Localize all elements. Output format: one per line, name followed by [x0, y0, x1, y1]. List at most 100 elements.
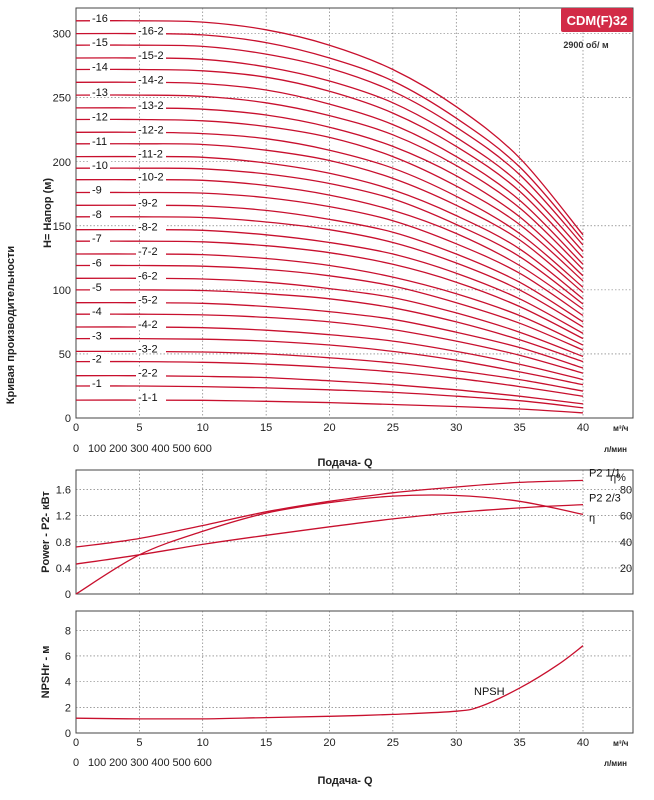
x-tick-lmin: 400 — [151, 443, 169, 455]
curve-label-bg — [136, 270, 166, 281]
curve-label: -9-2 — [138, 197, 158, 209]
head-curve — [75, 118, 584, 282]
npsh-curve-label: NPSH — [474, 686, 505, 698]
x-tick-lmin: 500 — [172, 443, 190, 455]
x-tick-lmin: 200 — [109, 757, 127, 769]
head-curve — [75, 337, 584, 386]
x-tick-lmin: 600 — [194, 443, 212, 455]
curve-label-bg — [136, 148, 166, 159]
head-curve — [75, 313, 584, 374]
curve-label: -13-2 — [138, 100, 164, 112]
curve-label-bg — [90, 12, 110, 23]
head-curve — [75, 360, 584, 397]
x-tick-lmin: 500 — [172, 757, 190, 769]
flow-label-top: Подача- Q — [317, 457, 373, 469]
y-tick-head: 250 — [53, 93, 71, 105]
x-tick-m3h: 0 — [73, 737, 79, 749]
x-tick-m3h: 10 — [197, 422, 209, 434]
y-tick-head: 100 — [53, 285, 71, 297]
head-curve — [75, 143, 584, 293]
y-tick-head: 150 — [53, 221, 71, 233]
curve-label-bg — [90, 184, 110, 195]
head-panel-frame — [75, 7, 634, 419]
y-tick-npsh: 8 — [65, 625, 71, 637]
x-tick-m3h: 35 — [514, 422, 526, 434]
x-tick-lmin: 0 — [73, 443, 79, 455]
curve-label: -1 — [92, 378, 102, 390]
curve-label-bg — [136, 367, 166, 378]
unit-lmin-bottom: л/мин — [604, 759, 627, 768]
y-tick-power: 1.2 — [56, 511, 71, 523]
y-tick-head: 0 — [65, 413, 71, 425]
npsh-curve — [75, 645, 584, 720]
unit-m3h-bottom: м³/ч — [613, 739, 629, 748]
curve-label-bg — [90, 61, 110, 72]
eta-axis-label: η% — [610, 472, 626, 484]
curve-label: -5-2 — [138, 295, 158, 307]
curve-label-bg — [90, 281, 110, 292]
head-curve — [75, 191, 584, 317]
head-curve — [75, 20, 584, 236]
head-curve — [75, 68, 584, 259]
curve-label: -11 — [92, 136, 107, 148]
curve-label-bg — [90, 257, 110, 268]
curve-label: -12 — [92, 111, 108, 123]
y-tick-eta: 20 — [620, 563, 632, 575]
x-tick-m3h: 20 — [323, 737, 335, 749]
unit-lmin-top: л/мин — [604, 445, 627, 454]
curve-label-bg — [90, 233, 110, 244]
curve-label-bg — [90, 135, 110, 146]
flow-label-bottom: Подача- Q — [317, 775, 373, 787]
unit-m3h-top: м³/ч — [613, 424, 629, 433]
curve-label: -4-2 — [138, 319, 158, 331]
curve-label-bg — [90, 87, 110, 98]
power-curve-label: P2 2/3 — [589, 493, 621, 505]
x-tick-m3h: 10 — [197, 737, 209, 749]
head-curve — [75, 240, 584, 340]
x-tick-lmin: 600 — [194, 757, 212, 769]
x-tick-lmin: 300 — [130, 757, 148, 769]
curve-label-bg — [136, 74, 166, 85]
npsh-panel-frame — [75, 610, 634, 734]
curve-label: -10-2 — [138, 172, 164, 184]
y-tick-eta: 80 — [620, 485, 632, 497]
curve-label-bg — [136, 99, 166, 110]
head-curve — [75, 44, 584, 246]
y-tick-power: 0 — [65, 589, 71, 601]
y-tick-eta: 40 — [620, 537, 632, 549]
curve-label-bg — [136, 171, 166, 182]
curve-label-bg — [136, 343, 166, 354]
power-curve-label: P2 1/1 — [589, 467, 621, 479]
curve-label: -5 — [92, 282, 102, 294]
x-tick-m3h: 15 — [260, 422, 272, 434]
curve-label-bg — [136, 197, 166, 208]
x-tick-m3h: 20 — [323, 422, 335, 434]
y-tick-npsh: 0 — [65, 728, 71, 740]
power-curve-label: η — [589, 512, 595, 524]
npsh-axis-label: NPSHr - м — [40, 646, 52, 699]
curve-label: -6 — [92, 258, 102, 270]
curve-label-bg — [136, 221, 166, 232]
curve-label: -16-2 — [138, 26, 164, 38]
curve-label-bg — [90, 353, 110, 364]
y-tick-npsh: 6 — [65, 651, 71, 663]
curve-label: -8 — [92, 209, 102, 221]
y-tick-npsh: 2 — [65, 702, 71, 714]
curve-label: -6-2 — [138, 270, 158, 282]
curve-label-bg — [90, 377, 110, 388]
curve-label-bg — [90, 306, 110, 317]
y-tick-eta: 60 — [620, 511, 632, 523]
y-tick-head: 50 — [59, 349, 71, 361]
power-axis-label: Power - P2- кВт — [40, 491, 52, 573]
x-tick-lmin: 100 — [88, 757, 106, 769]
power-curve — [75, 479, 584, 548]
curve-label: -10 — [92, 160, 108, 172]
head-curve — [75, 289, 584, 363]
head-curve — [75, 94, 584, 270]
x-tick-lmin: 200 — [109, 443, 127, 455]
x-tick-lmin: 0 — [73, 757, 79, 769]
curve-label: -9 — [92, 185, 102, 197]
curve-label-bg — [136, 25, 166, 36]
